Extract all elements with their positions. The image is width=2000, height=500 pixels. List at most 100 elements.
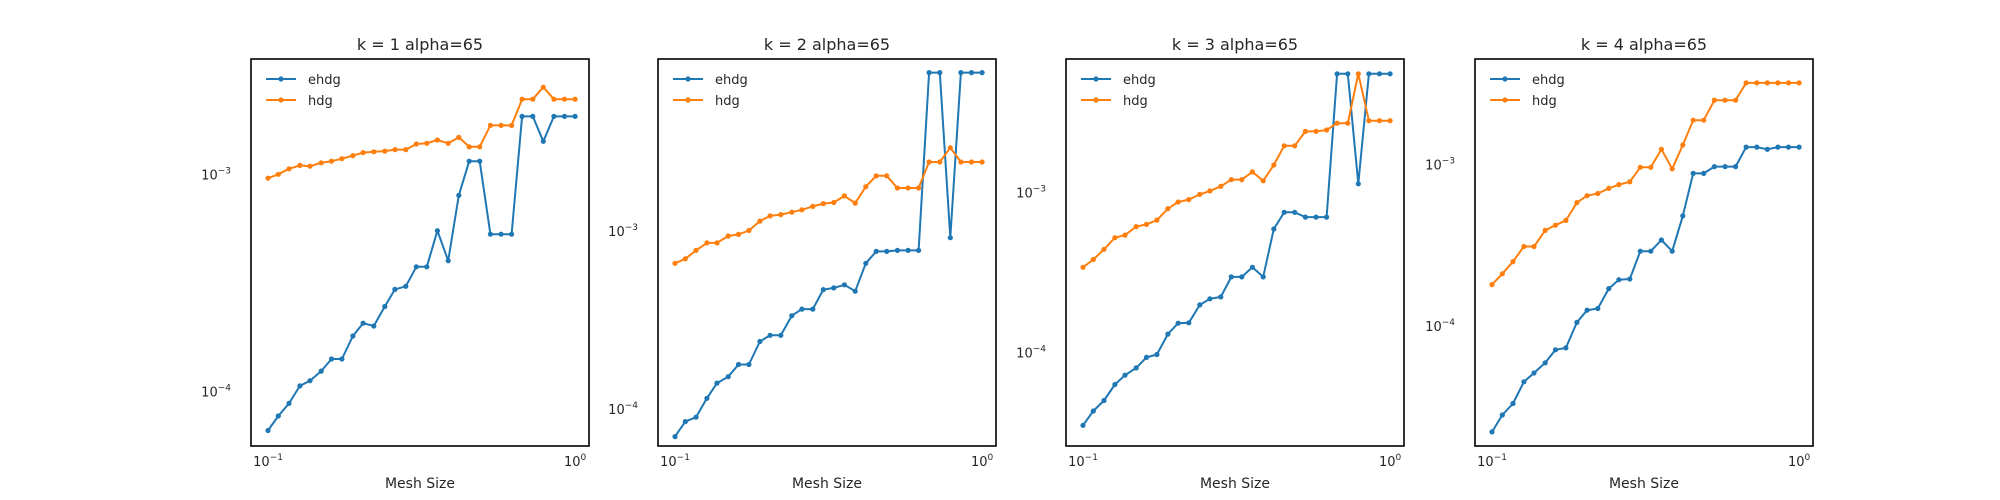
data-point-ehdg-2 — [1101, 397, 1107, 404]
data-point-hdg-26 — [1764, 80, 1770, 86]
data-point-hdg-28 — [968, 159, 975, 165]
legend-marker-ehdg — [1502, 76, 1508, 82]
legend-label-hdg: hdg — [1532, 94, 1557, 109]
data-point-hdg-5 — [318, 160, 324, 166]
data-point-hdg-22 — [905, 185, 911, 191]
data-point-ehdg-2 — [1510, 400, 1516, 407]
legend-label-ehdg: ehdg — [308, 73, 341, 88]
data-point-ehdg-26 — [947, 235, 953, 241]
data-point-ehdg-14 — [1637, 248, 1643, 254]
data-point-hdg-5 — [725, 233, 731, 239]
y-tick-label: 10−3 — [608, 223, 638, 240]
data-point-hdg-28 — [561, 96, 568, 102]
data-point-hdg-15 — [424, 140, 430, 146]
x-axis-label: Mesh Size — [1609, 476, 1679, 492]
data-point-hdg-8 — [350, 153, 356, 159]
data-point-hdg-20 — [1701, 117, 1707, 123]
data-point-hdg-18 — [1271, 162, 1277, 168]
data-point-hdg-14 — [413, 141, 419, 147]
data-point-ehdg-9 — [1584, 307, 1590, 313]
data-point-hdg-25 — [1345, 120, 1351, 126]
legend-item-hdg: hdg — [673, 94, 740, 109]
legend-item-ehdg: ehdg — [266, 73, 341, 88]
data-point-ehdg-10 — [371, 323, 377, 329]
data-point-ehdg-6 — [1143, 354, 1150, 360]
data-point-ehdg-21 — [1711, 164, 1717, 170]
data-point-hdg-4 — [1531, 243, 1537, 250]
legend-item-ehdg: ehdg — [673, 73, 748, 88]
data-point-hdg-2 — [1510, 259, 1516, 265]
data-point-ehdg-22 — [905, 247, 911, 253]
data-point-ehdg-29 — [572, 113, 578, 119]
data-point-ehdg-11 — [382, 303, 388, 310]
data-point-ehdg-25 — [1754, 144, 1760, 150]
axes-frame — [250, 58, 590, 447]
data-point-ehdg-24 — [1743, 144, 1749, 150]
x-axis-label: Mesh Size — [1200, 476, 1270, 492]
data-point-hdg-14 — [1228, 177, 1234, 183]
data-point-hdg-22 — [1313, 128, 1319, 134]
data-point-ehdg-22 — [1313, 214, 1319, 220]
legend-label-ehdg: ehdg — [1532, 73, 1565, 88]
data-point-hdg-15 — [831, 199, 837, 206]
legend: ehdg hdg — [1490, 73, 1565, 109]
series-ehdg — [672, 70, 985, 440]
data-point-hdg-3 — [1521, 243, 1527, 250]
data-point-hdg-26 — [947, 145, 953, 151]
x-axis-label: Mesh Size — [385, 476, 455, 492]
data-point-hdg-3 — [297, 162, 303, 168]
data-point-ehdg-23 — [1733, 164, 1739, 170]
data-point-hdg-1 — [682, 256, 688, 262]
data-point-hdg-24 — [1743, 80, 1749, 86]
data-point-ehdg-11 — [1606, 286, 1612, 292]
data-point-hdg-11 — [1197, 191, 1203, 197]
data-point-ehdg-8 — [350, 333, 356, 339]
data-point-hdg-22 — [1722, 97, 1728, 103]
data-point-ehdg-6 — [735, 361, 742, 368]
data-point-hdg-23 — [1733, 97, 1739, 103]
data-point-ehdg-10 — [778, 332, 784, 338]
data-point-ehdg-4 — [714, 380, 720, 386]
series-ehdg — [1080, 71, 1393, 428]
data-point-hdg-7 — [1154, 217, 1160, 223]
data-point-hdg-25 — [937, 159, 943, 165]
data-point-hdg-19 — [1281, 143, 1287, 149]
data-point-ehdg-23 — [1324, 214, 1330, 220]
legend-marker-hdg — [685, 97, 691, 103]
data-point-hdg-4 — [307, 163, 313, 169]
data-point-ehdg-19 — [873, 248, 879, 254]
legend-marker-hdg — [1502, 97, 1508, 103]
data-point-ehdg-17 — [1260, 274, 1266, 280]
data-point-hdg-0 — [1489, 282, 1495, 288]
data-point-hdg-19 — [466, 144, 472, 150]
data-point-hdg-11 — [789, 209, 795, 215]
data-point-ehdg-3 — [1112, 381, 1118, 388]
data-point-ehdg-7 — [1154, 351, 1160, 358]
data-point-ehdg-20 — [477, 158, 483, 164]
data-point-ehdg-29 — [979, 70, 985, 76]
data-point-ehdg-3 — [297, 383, 303, 389]
data-point-hdg-0 — [1080, 264, 1086, 270]
data-point-hdg-26 — [540, 84, 546, 90]
y-tick-label: 10−4 — [608, 401, 638, 418]
legend-item-hdg: hdg — [1081, 94, 1148, 109]
data-point-hdg-1 — [1499, 271, 1505, 277]
data-point-ehdg-23 — [916, 247, 922, 253]
x-tick-label: 10−1 — [1477, 453, 1507, 470]
data-point-ehdg-6 — [328, 356, 335, 362]
y-tick-label: 10−3 — [1016, 184, 1046, 201]
data-point-hdg-14 — [1637, 164, 1643, 170]
data-point-hdg-6 — [1552, 222, 1559, 228]
x-tick-label: 10−1 — [253, 453, 283, 470]
data-point-ehdg-17 — [1669, 248, 1675, 254]
data-point-hdg-25 — [1754, 80, 1760, 86]
data-point-hdg-20 — [1292, 143, 1298, 149]
data-point-ehdg-20 — [1292, 209, 1298, 215]
series-ehdg — [265, 113, 578, 434]
series-hdg — [265, 84, 578, 181]
series-hdg — [1489, 80, 1802, 288]
data-point-ehdg-24 — [519, 113, 525, 119]
data-point-ehdg-19 — [1690, 170, 1696, 176]
data-point-hdg-18 — [456, 134, 462, 140]
data-point-ehdg-15 — [1648, 248, 1654, 254]
